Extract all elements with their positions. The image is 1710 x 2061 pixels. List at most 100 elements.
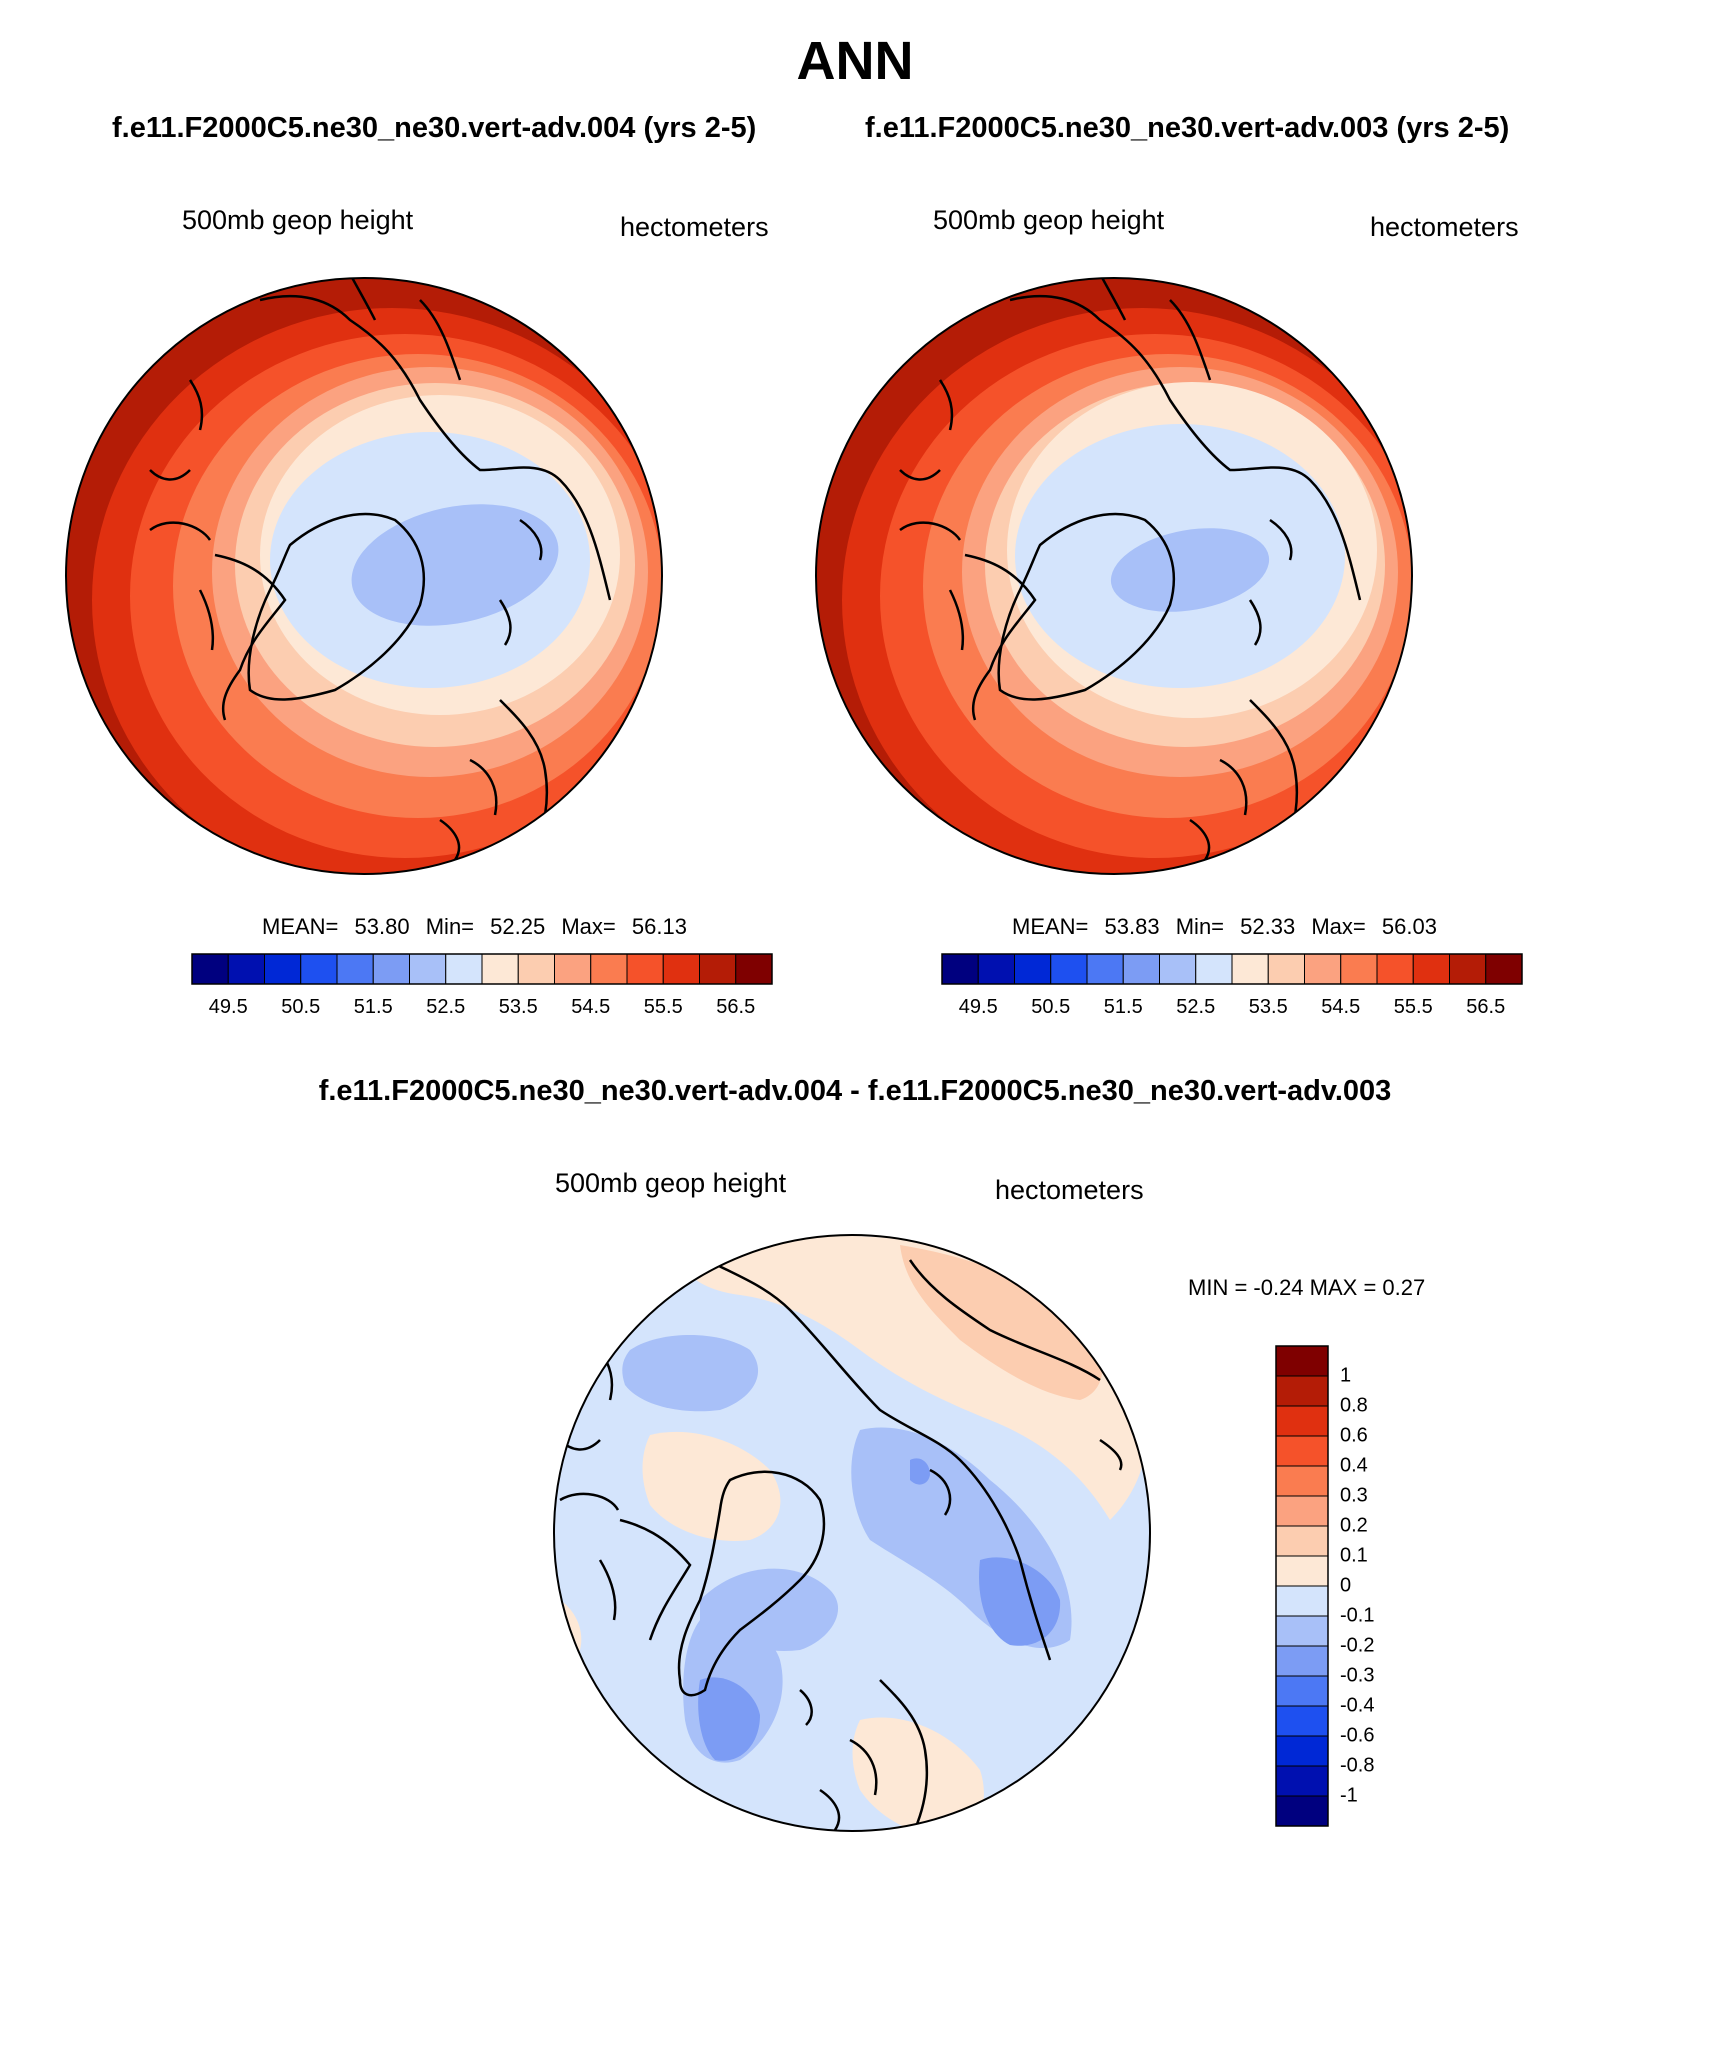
panel1-contour-fill: [66, 278, 662, 874]
diff-colorbar-tick-label: -0.3: [1340, 1664, 1375, 1687]
colorbar-swatch: [1304, 953, 1342, 985]
diff-colorbar-tick-label: -0.6: [1340, 1724, 1375, 1747]
panel1-max-value: 56.13: [631, 914, 687, 939]
diff-colorbar-tick-label: -0.4: [1340, 1694, 1375, 1717]
panel1-mean-value: 53.80: [354, 914, 410, 939]
colorbar-tick-label: 50.5: [281, 996, 321, 1018]
diff-colorbar-swatch: [1275, 1615, 1329, 1647]
colorbar-swatch: [300, 953, 338, 985]
panel1-stats: MEAN= 53.80 Min= 52.25 Max= 56.13: [262, 914, 687, 940]
colorbar-swatch: [1231, 953, 1269, 985]
diff-colorbar-tick-label: 0: [1340, 1574, 1352, 1597]
colorbar-swatch: [1159, 953, 1197, 985]
diff-colorbar-swatch: [1275, 1495, 1329, 1527]
colorbar-swatch: [662, 953, 700, 985]
diff-colorbar-tick-label: -0.1: [1340, 1604, 1375, 1627]
panel2-colorbar-ticks: 49.5 50.5 51.5 52.5 53.5 54.5 55.5 56.5: [942, 996, 1522, 1026]
colorbar-swatch: [1086, 953, 1124, 985]
diff-colorbar-swatch: [1275, 1555, 1329, 1587]
panel1-mean-label: MEAN=: [262, 914, 339, 939]
diff-colorbar-tick-label: -0.8: [1340, 1754, 1375, 1777]
colorbar-tick-label: 51.5: [1103, 996, 1143, 1018]
diff-colorbar-swatch: [1275, 1795, 1329, 1827]
colorbar-swatch: [445, 953, 483, 985]
colorbar-tick-label: 54.5: [1321, 996, 1361, 1018]
colorbar-tick-label: 52.5: [1176, 996, 1216, 1018]
colorbar-swatch: [1014, 953, 1052, 985]
diff-colorbar-swatch: [1275, 1375, 1329, 1407]
colorbar-swatch: [1122, 953, 1160, 985]
panel1-colorbar: [191, 953, 773, 985]
colorbar-swatch: [227, 953, 265, 985]
panel2-stats: MEAN= 53.83 Min= 52.33 Max= 56.03: [1012, 914, 1437, 940]
diff-minmax: MIN = -0.24 MAX = 0.27: [1188, 1275, 1426, 1300]
diff-colorbar-swatch: [1275, 1645, 1329, 1677]
diff-colorbar-tick-label: 1: [1340, 1364, 1352, 1387]
diff-colorbar-tick-label: 0.3: [1340, 1484, 1368, 1507]
panel2-coastlines: [899, 278, 1362, 861]
colorbar-tick-label: 49.5: [208, 996, 248, 1018]
panel2-max-value: 56.03: [1381, 914, 1437, 939]
panel1-units-label: hectometers: [620, 212, 769, 242]
colorbar-tick-label: 51.5: [353, 996, 393, 1018]
colorbar-tick-label: 53.5: [1248, 996, 1288, 1018]
panel2-variable-label: 500mb geop height: [933, 205, 1165, 235]
colorbar-tick-label: 53.5: [498, 996, 538, 1018]
panel1-variable-label: 500mb geop height: [182, 205, 414, 235]
panel2-min-value: 52.33: [1240, 914, 1296, 939]
diff-colorbar-tick-label: 0.4: [1340, 1454, 1368, 1477]
colorbar-swatch: [941, 953, 979, 985]
diff-colorbar-tick-label: 0.6: [1340, 1424, 1368, 1447]
diff-colorbar-tick-label: 0.1: [1340, 1544, 1368, 1567]
panel1-min-label: Min=: [425, 914, 475, 939]
colorbar-swatch: [1449, 953, 1487, 985]
diff-colorbar: [1275, 1345, 1329, 1827]
panel2-min-label: Min=: [1175, 914, 1225, 939]
panel1-coastlines: [149, 278, 612, 861]
diff-colorbar-tick-label: 0.2: [1340, 1514, 1368, 1537]
diff-colorbar-swatch: [1275, 1675, 1329, 1707]
colorbar-tick-label: 55.5: [1393, 996, 1433, 1018]
colorbar-swatch: [336, 953, 374, 985]
panel2-mean-label: MEAN=: [1012, 914, 1089, 939]
figure-title: ANN: [796, 31, 914, 91]
diff-units-label: hectometers: [995, 1175, 1144, 1205]
panel2-contour-fill: [816, 278, 1412, 874]
diff-colorbar-tick-label: 0.8: [1340, 1394, 1368, 1417]
colorbar-swatch: [409, 953, 447, 985]
panel1-min-value: 52.25: [490, 914, 546, 939]
panel2-case-title: f.e11.F2000C5.ne30_ne30.vert-adv.003 (yr…: [865, 112, 1510, 144]
diff-colorbar-swatch: [1275, 1705, 1329, 1737]
diff-colorbar-tick-label: -1: [1340, 1784, 1358, 1807]
colorbar-swatch: [977, 953, 1015, 985]
colorbar-tick-label: 50.5: [1031, 996, 1071, 1018]
diff-variable-label: 500mb geop height: [555, 1168, 787, 1198]
panel1-case-title: f.e11.F2000C5.ne30_ne30.vert-adv.004 (yr…: [112, 112, 757, 144]
panel2-units-label: hectometers: [1370, 212, 1519, 242]
colorbar-swatch: [626, 953, 664, 985]
colorbar-swatch: [1195, 953, 1233, 985]
diff-colorbar-swatch: [1275, 1465, 1329, 1497]
colorbar-tick-label: 56.5: [716, 996, 756, 1018]
colorbar-swatch: [735, 953, 773, 985]
colorbar-tick-label: 54.5: [571, 996, 611, 1018]
panel2-mean-value: 53.83: [1104, 914, 1160, 939]
diff-colorbar-swatch: [1275, 1735, 1329, 1767]
colorbar-swatch: [1050, 953, 1088, 985]
colorbar-swatch: [264, 953, 302, 985]
panel1-max-label: Max=: [561, 914, 616, 939]
colorbar-swatch: [372, 953, 410, 985]
colorbar-tick-label: 52.5: [426, 996, 466, 1018]
colorbar-tick-label: 49.5: [958, 996, 998, 1018]
diff-contour-fill: [554, 1235, 1150, 1831]
colorbar-swatch: [1485, 953, 1523, 985]
colorbar-swatch: [590, 953, 628, 985]
colorbar-swatch: [1340, 953, 1378, 985]
diff-colorbar-swatch: [1275, 1435, 1329, 1467]
colorbar-tick-label: 56.5: [1466, 996, 1506, 1018]
panel1-colorbar-ticks: 49.5 50.5 51.5 52.5 53.5 54.5 55.5 56.5: [192, 996, 772, 1026]
diff-colorbar-tick-label: -0.2: [1340, 1634, 1375, 1657]
